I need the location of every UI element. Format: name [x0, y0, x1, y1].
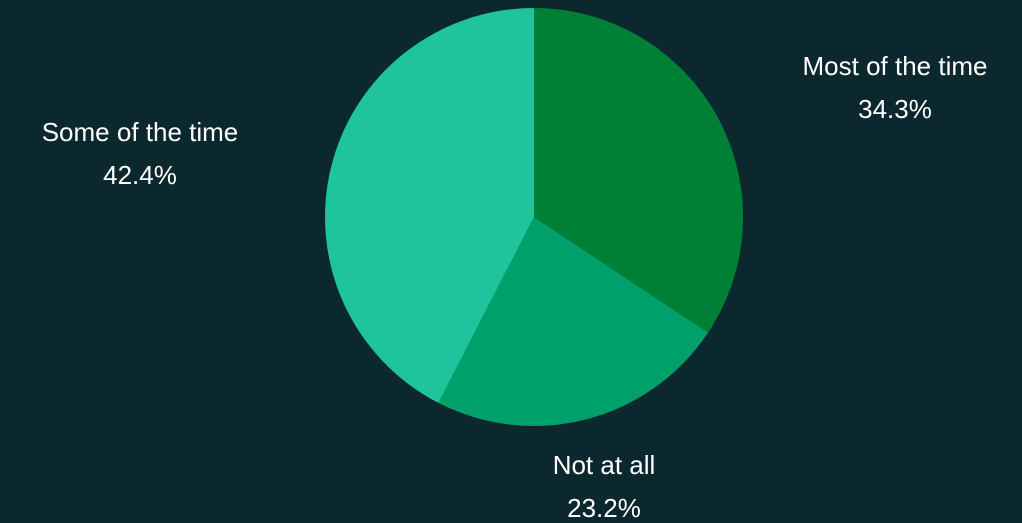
pie-slice-not-at-all [438, 217, 709, 427]
pie-slice-most-of-the-time [534, 8, 743, 333]
pie-slice-some-of-the-time [324, 7, 534, 403]
slice-label: Most of the time [803, 51, 988, 81]
slice-label: Some of the time [42, 117, 239, 147]
slice-label: Not at all [553, 450, 656, 480]
slice-value-label: 23.2% [567, 493, 641, 523]
slice-value-label: 42.4% [103, 160, 177, 190]
pie-slices [324, 7, 743, 427]
slice-value-label: 34.3% [858, 94, 932, 124]
pie-labels: Most of the time 34.3% Not at all 23.2% Some… [42, 51, 988, 523]
